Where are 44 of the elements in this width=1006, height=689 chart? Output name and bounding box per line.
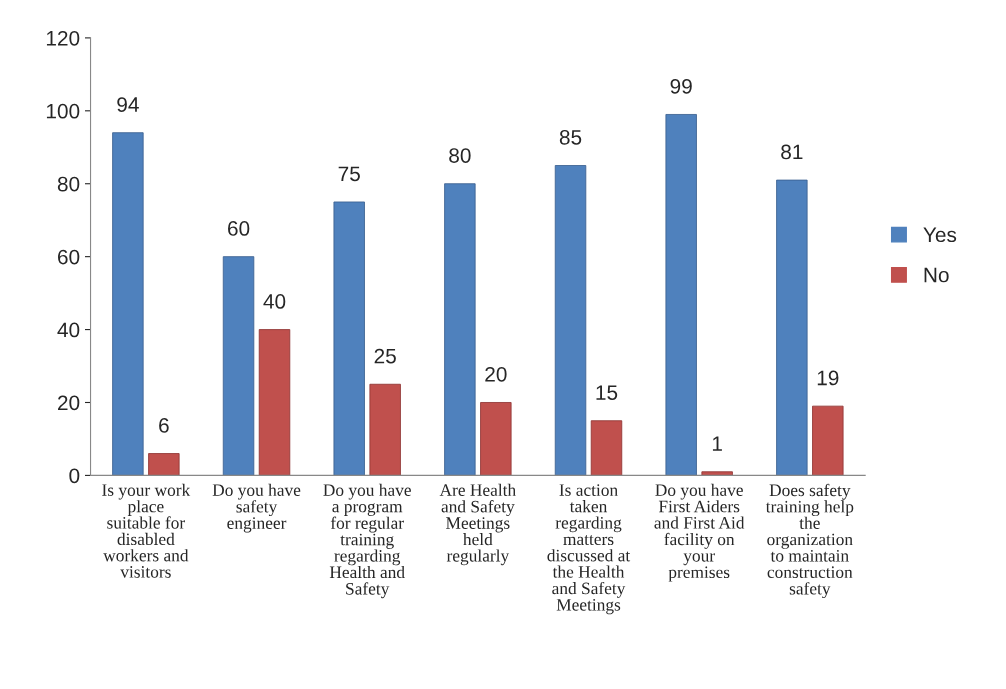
legend-label: Yes [923,227,957,243]
bar [554,165,587,476]
bar [369,383,401,476]
data-label: 25 [374,348,396,364]
y-tick-label: 0 [69,468,80,484]
bar [480,402,512,476]
y-tick-label: 40 [57,322,80,338]
bar [222,256,255,476]
bar [665,114,697,476]
bar [333,201,365,476]
data-label: 81 [781,144,803,160]
y-tick-label: 60 [58,249,80,265]
x-tick-label: Is action taken regarding matters discussed at the Health and Safety Meetings [547,484,631,615]
data-label: 20 [485,366,507,382]
data-label: 75 [338,166,360,182]
data-label: 80 [449,148,471,163]
data-label: 85 [559,129,582,145]
data-label: 1 [712,436,722,451]
bar [112,132,144,476]
data-label: 94 [117,97,139,112]
legend-label: No [924,267,949,283]
bar [701,471,733,476]
bar [812,405,844,476]
data-label: 6 [159,418,169,433]
y-tick-label: 80 [57,176,80,192]
y-tick-label: 100 [46,103,80,119]
bar [444,183,476,476]
data-label: 60 [228,221,250,236]
data-label: 99 [670,78,692,94]
x-tick-label: Do you have a program for regular training regarding Health and Safety [323,483,411,599]
bar [776,179,808,476]
x-tick-label: Is your work place suitable for disabled workers and visitors [102,483,191,578]
data-label: 40 [263,294,286,309]
bar [258,329,291,476]
y-tick-label: 120 [46,30,80,46]
x-tick-label: Are Health and Safety Meetings held regularly [439,483,516,566]
y-tick-label: 20 [58,395,80,411]
bar [148,453,180,476]
bar [590,420,623,476]
x-tick-label: Do you have First Aiders and First Aid facility on your premises [654,483,745,582]
data-label: 15 [596,385,618,400]
x-tick-label: Do you have safety engineer [212,483,301,533]
data-label: 19 [817,370,839,386]
x-tick-label: Does safety training help the organization to maintain construction safety [765,483,854,599]
